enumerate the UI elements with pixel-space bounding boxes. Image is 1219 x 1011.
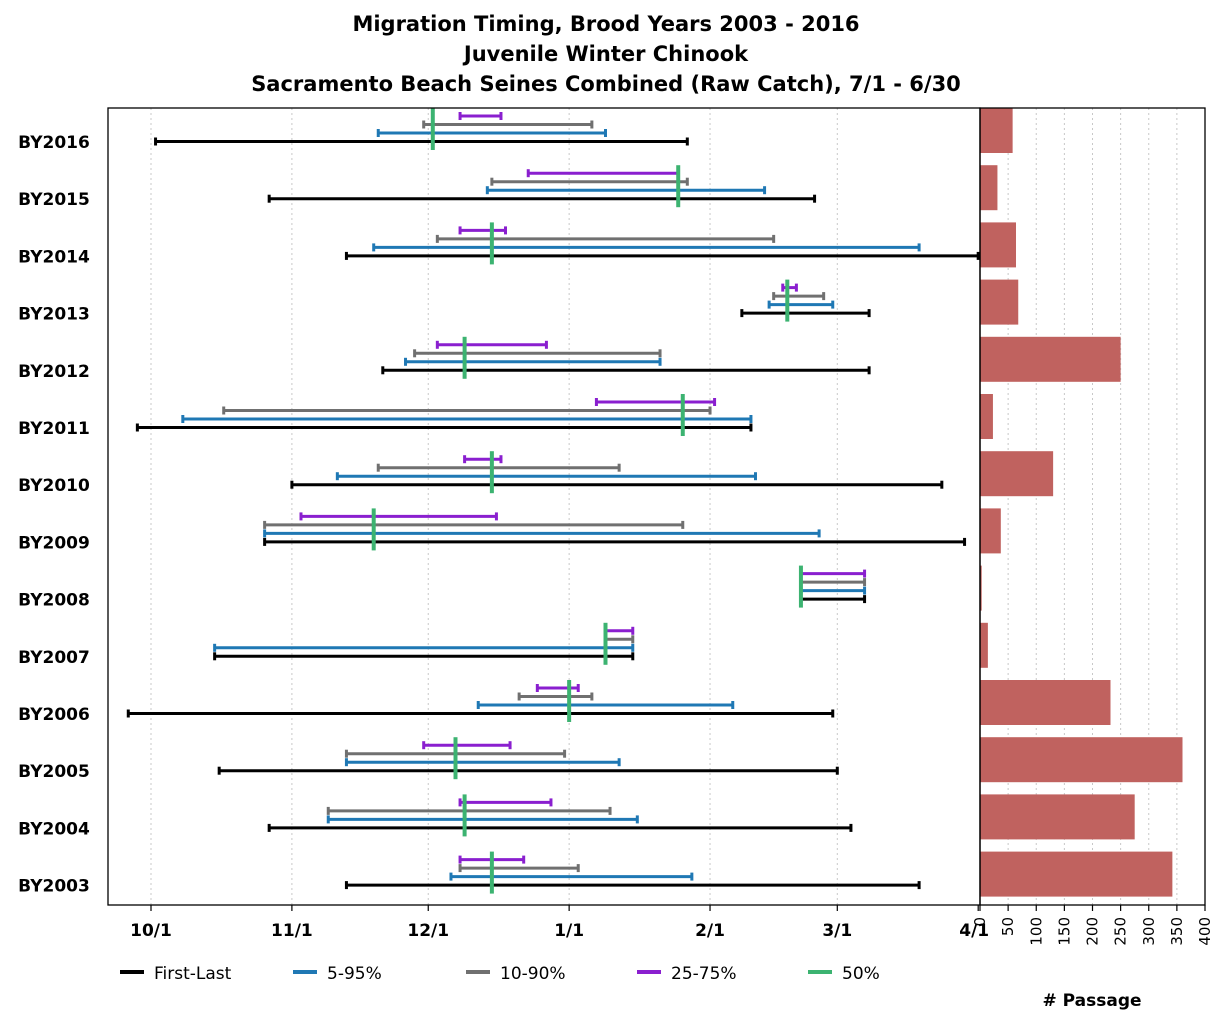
legend-label: 5-95% xyxy=(327,964,382,984)
row-label: BY2003 xyxy=(18,877,90,897)
passage-bar xyxy=(980,108,1013,153)
x-tick-label: 3/1 xyxy=(822,921,852,941)
row-label: BY2015 xyxy=(18,190,90,210)
timing-ranges xyxy=(126,108,980,894)
row-by2006 xyxy=(126,680,835,722)
row-by2012 xyxy=(381,336,871,379)
legend-label: First-Last xyxy=(154,964,232,984)
right-tick-label: 400 xyxy=(1196,917,1214,946)
row-label: BY2010 xyxy=(18,476,90,496)
row-by2004 xyxy=(267,794,853,837)
row-by2007 xyxy=(213,622,635,665)
legend-item-p50: 50% xyxy=(808,964,880,984)
main-plot-frame xyxy=(107,107,981,906)
x-tick-label: 4/1 xyxy=(959,921,989,941)
legend-label: 50% xyxy=(842,964,880,984)
chart-title: Migration Timing, Brood Years 2003 - 201… xyxy=(251,12,961,96)
passage-bar xyxy=(980,851,1173,897)
right-tick-label: 100 xyxy=(1027,917,1045,946)
right-axis-label: # Passage xyxy=(1042,991,1141,1011)
row-label: BY2006 xyxy=(18,705,90,725)
legend-item-first-last: First-Last xyxy=(120,964,232,984)
chart-title-line-1: Migration Timing, Brood Years 2003 - 201… xyxy=(352,12,859,36)
right-tick-label: 350 xyxy=(1168,917,1186,946)
passage-bar xyxy=(980,622,988,668)
row-by2015 xyxy=(267,165,817,208)
right-tick-label: 150 xyxy=(1055,917,1073,946)
x-tick-label: 12/1 xyxy=(407,921,449,941)
row-by2009 xyxy=(263,508,967,551)
row-by2013 xyxy=(740,279,871,322)
passage-bar xyxy=(980,451,1054,497)
passage-bar xyxy=(980,222,1016,268)
right-tick-label: 250 xyxy=(1112,917,1130,946)
legend-label: 10-90% xyxy=(500,964,566,984)
chart-title-line-2: Juvenile Winter Chinook xyxy=(462,42,749,66)
chart-title-line-3: Sacramento Beach Seines Combined (Raw Ca… xyxy=(251,72,961,96)
row-label: BY2005 xyxy=(18,762,90,782)
row-by2003 xyxy=(344,851,921,894)
right-panel-gridlines xyxy=(1007,108,1178,905)
x-axis-ticks: 10/1 11/1 12/1 1/1 2/1 3/1 4/1 xyxy=(130,905,989,941)
x-tick-label: 10/1 xyxy=(130,921,172,941)
x-tick-label: 11/1 xyxy=(271,921,313,941)
passage-bar xyxy=(980,394,993,439)
y-axis-labels: BY2016 BY2015 BY2014 BY2013 BY2012 BY2011 BY20… xyxy=(18,133,90,897)
x-tick-label: 1/1 xyxy=(554,921,584,941)
right-tick-label: 50 xyxy=(999,917,1017,936)
legend-item-p10-90: 10-90% xyxy=(466,964,566,984)
passage-bar xyxy=(980,165,998,211)
row-by2011 xyxy=(135,394,753,436)
row-label: BY2007 xyxy=(18,648,90,668)
right-tick-label: 0 xyxy=(971,917,989,927)
row-label: BY2016 xyxy=(18,133,90,153)
row-label: BY2013 xyxy=(18,305,90,325)
legend-item-p5-95: 5-95% xyxy=(293,964,382,984)
row-label: BY2004 xyxy=(18,819,90,839)
right-tick-label: 300 xyxy=(1140,917,1158,946)
row-by2010 xyxy=(290,451,944,494)
row-by2005 xyxy=(217,737,839,780)
row-by2014 xyxy=(344,222,980,265)
passage-bars xyxy=(980,108,1183,897)
row-label: BY2014 xyxy=(18,247,90,267)
row-by2008 xyxy=(798,565,867,608)
passage-bar xyxy=(980,336,1121,382)
row-label: BY2012 xyxy=(18,362,90,382)
row-label: BY2011 xyxy=(18,419,90,439)
row-label: BY2009 xyxy=(18,533,90,553)
legend-label: 25-75% xyxy=(671,964,737,984)
passage-bar xyxy=(980,737,1183,783)
passage-bar xyxy=(980,794,1135,840)
legend-item-p25-75: 25-75% xyxy=(637,964,737,984)
passage-bar xyxy=(980,279,1019,325)
passage-bar xyxy=(980,565,982,611)
legend: First-Last 5-95% 10-90% 25-75% 50% xyxy=(120,964,880,984)
right-tick-label: 200 xyxy=(1084,917,1102,946)
x-tick-label: 2/1 xyxy=(695,921,725,941)
right-axis-ticks: 0 50 100 150 200 250 300 350 400 xyxy=(971,905,1214,946)
main-gridlines xyxy=(150,108,838,905)
passage-bar xyxy=(980,508,1001,554)
row-label: BY2008 xyxy=(18,591,90,611)
passage-bar xyxy=(980,680,1111,725)
row-by2016 xyxy=(154,108,689,150)
